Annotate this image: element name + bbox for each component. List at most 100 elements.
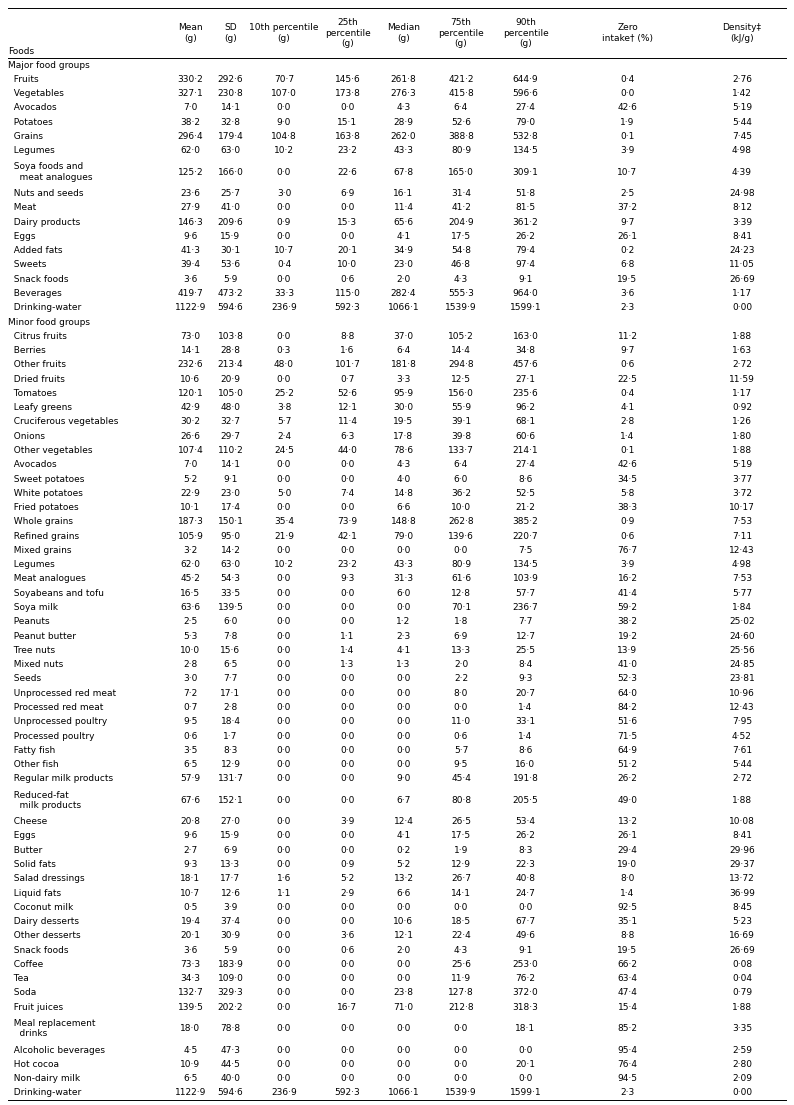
Text: 0·0: 0·0 (396, 1074, 410, 1083)
Text: 0·0: 0·0 (396, 1060, 410, 1069)
Text: 2·8: 2·8 (223, 703, 237, 712)
Text: 0·0: 0·0 (341, 960, 355, 969)
Text: 9·5: 9·5 (183, 717, 198, 726)
Text: 26·2: 26·2 (515, 831, 535, 841)
Text: 20·1: 20·1 (180, 932, 201, 940)
Text: Avocados: Avocados (8, 461, 56, 470)
Text: 52·6: 52·6 (451, 118, 471, 127)
Text: 205·5: 205·5 (513, 796, 538, 804)
Text: 0·0: 0·0 (341, 903, 355, 912)
Text: 0·92: 0·92 (732, 403, 752, 412)
Text: 0·0: 0·0 (277, 960, 291, 969)
Text: 10·2: 10·2 (274, 146, 294, 156)
Text: 0·0: 0·0 (396, 903, 410, 912)
Text: 0·0: 0·0 (277, 645, 291, 655)
Text: 35·4: 35·4 (274, 517, 294, 526)
Text: 3·9: 3·9 (620, 146, 634, 156)
Text: 31·3: 31·3 (394, 575, 414, 583)
Text: 22·4: 22·4 (451, 932, 471, 940)
Text: 63·0: 63·0 (221, 560, 241, 569)
Text: 0·0: 0·0 (341, 796, 355, 804)
Text: 43·3: 43·3 (394, 560, 414, 569)
Text: 29·4: 29·4 (618, 845, 638, 854)
Text: 8·0: 8·0 (620, 874, 634, 883)
Text: 12·43: 12·43 (729, 703, 755, 712)
Text: 20·9: 20·9 (221, 375, 241, 383)
Text: 52·6: 52·6 (337, 389, 357, 398)
Text: 292·6: 292·6 (218, 75, 243, 84)
Text: Regular milk products: Regular milk products (8, 775, 113, 783)
Text: 0·0: 0·0 (277, 860, 291, 869)
Text: 179·4: 179·4 (218, 131, 244, 141)
Text: 6·4: 6·4 (454, 461, 468, 470)
Text: Other desserts: Other desserts (8, 932, 81, 940)
Text: 4·3: 4·3 (454, 946, 468, 955)
Text: 16·69: 16·69 (729, 932, 755, 940)
Text: 38·2: 38·2 (618, 618, 638, 627)
Text: 3·2: 3·2 (183, 546, 198, 555)
Text: 9·1: 9·1 (223, 474, 237, 484)
Text: 26·69: 26·69 (729, 946, 755, 955)
Text: 94·5: 94·5 (618, 1074, 638, 1083)
Text: 10·0: 10·0 (337, 261, 357, 270)
Text: 71·0: 71·0 (394, 1002, 414, 1012)
Text: 0·0: 0·0 (341, 831, 355, 841)
Text: 262·8: 262·8 (448, 517, 474, 526)
Text: 57·7: 57·7 (515, 589, 536, 598)
Text: 361·2: 361·2 (513, 218, 538, 227)
Text: 30·2: 30·2 (180, 418, 201, 427)
Text: 67·6: 67·6 (180, 796, 201, 804)
Text: 96·2: 96·2 (515, 403, 535, 412)
Text: 165·0: 165·0 (448, 168, 474, 177)
Text: 26·6: 26·6 (180, 432, 201, 441)
Text: 385·2: 385·2 (513, 517, 538, 526)
Text: 26·1: 26·1 (618, 831, 638, 841)
Text: 22·6: 22·6 (337, 168, 357, 177)
Text: 0·0: 0·0 (277, 674, 291, 683)
Text: 11·4: 11·4 (337, 418, 357, 427)
Text: 27·1: 27·1 (515, 375, 535, 383)
Text: 0·0: 0·0 (277, 575, 291, 583)
Text: 55·9: 55·9 (451, 403, 471, 412)
Text: 21·9: 21·9 (274, 532, 294, 540)
Text: 46·8: 46·8 (451, 261, 471, 270)
Text: 20·1: 20·1 (337, 246, 357, 255)
Text: 19·5: 19·5 (394, 418, 414, 427)
Text: 49·0: 49·0 (618, 796, 638, 804)
Text: 0·0: 0·0 (277, 275, 291, 284)
Text: 11·05: 11·05 (729, 261, 755, 270)
Text: Fried potatoes: Fried potatoes (8, 503, 79, 512)
Text: 0·0: 0·0 (341, 732, 355, 740)
Text: 42·1: 42·1 (337, 532, 357, 540)
Text: 0·0: 0·0 (277, 332, 291, 340)
Text: 1066·1: 1066·1 (387, 303, 419, 313)
Text: 0·0: 0·0 (341, 104, 355, 113)
Text: 14·1: 14·1 (451, 888, 471, 897)
Text: 11·9: 11·9 (451, 975, 471, 983)
Text: 0·5: 0·5 (183, 903, 198, 912)
Text: 25th
percentile
(g): 25th percentile (g) (325, 18, 370, 48)
Text: 163·0: 163·0 (513, 332, 538, 340)
Text: 1539·9: 1539·9 (445, 303, 477, 313)
Text: 14·4: 14·4 (451, 346, 471, 355)
Text: 0·0: 0·0 (277, 796, 291, 804)
Text: 13·3: 13·3 (221, 860, 241, 869)
Text: 6·5: 6·5 (183, 760, 198, 769)
Text: 18·0: 18·0 (180, 1024, 201, 1033)
Text: 3·3: 3·3 (396, 375, 410, 383)
Text: 0·0: 0·0 (277, 603, 291, 612)
Text: 181·8: 181·8 (391, 360, 416, 369)
Text: 20·7: 20·7 (515, 688, 535, 697)
Text: 33·5: 33·5 (221, 589, 241, 598)
Text: 12·4: 12·4 (394, 818, 414, 827)
Text: 11·59: 11·59 (729, 375, 755, 383)
Text: 318·3: 318·3 (513, 1002, 538, 1012)
Text: Unprocessed red meat: Unprocessed red meat (8, 688, 116, 697)
Text: 0·0: 0·0 (277, 732, 291, 740)
Text: 2·59: 2·59 (732, 1045, 752, 1054)
Text: 75th
percentile
(g): 75th percentile (g) (438, 18, 484, 48)
Text: 5·8: 5·8 (620, 488, 634, 498)
Text: 39·1: 39·1 (451, 418, 471, 427)
Text: Butter: Butter (8, 845, 42, 854)
Text: Soda: Soda (8, 989, 37, 998)
